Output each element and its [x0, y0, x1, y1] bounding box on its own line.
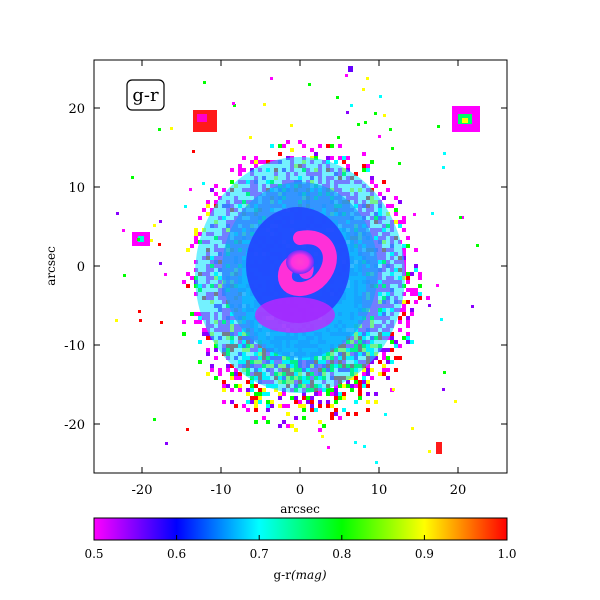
colorbar-tick-label: 1.0 — [497, 547, 516, 561]
colorbar-tick-label: 0.7 — [250, 547, 269, 561]
colorbar-tick-label: 0.5 — [84, 547, 103, 561]
x-tick-label: 20 — [450, 483, 467, 498]
colorbar-tick-label: 0.8 — [332, 547, 351, 561]
y-tick-label: 0 — [77, 260, 85, 275]
colorbar-label: g-r(mag) — [273, 568, 326, 582]
colorbar-tick-label: 0.9 — [415, 547, 434, 561]
colorbar-tick-label: 0.6 — [167, 547, 186, 561]
x-tick-label: -20 — [132, 483, 153, 498]
y-tick-label: -20 — [64, 418, 85, 433]
colorbar: 0.5 0.6 0.7 0.8 0.9 1.0 g-r(mag) — [84, 517, 517, 582]
color-map-image — [94, 60, 507, 473]
colorbar-label-text: g-r — [273, 568, 291, 582]
colorbar-label-unit: (mag) — [291, 568, 327, 582]
sparse-background-pixels — [115, 74, 479, 464]
y-tick-label: 20 — [68, 102, 85, 117]
x-axis: -20 -10 0 10 20 arcsec — [132, 60, 467, 516]
y-tick-label: -10 — [64, 339, 85, 354]
x-tick-label: -10 — [211, 483, 232, 498]
y-axis-label: arcsec — [44, 246, 58, 286]
galaxy-disk — [195, 157, 405, 393]
y-tick-label: 10 — [68, 181, 85, 196]
panel-label: g-r — [132, 85, 159, 106]
colorbar-gradient — [93, 517, 508, 541]
x-axis-label: arcsec — [280, 502, 320, 516]
panel-label-box: g-r — [126, 79, 165, 111]
colorbar-ticks: 0.5 0.6 0.7 0.8 0.9 1.0 — [84, 535, 517, 561]
companion-sources — [132, 66, 480, 454]
x-tick-label: 0 — [296, 483, 304, 498]
y-axis: 20 10 0 -10 -20 arcsec — [44, 102, 507, 433]
x-tick-label: 10 — [371, 483, 388, 498]
